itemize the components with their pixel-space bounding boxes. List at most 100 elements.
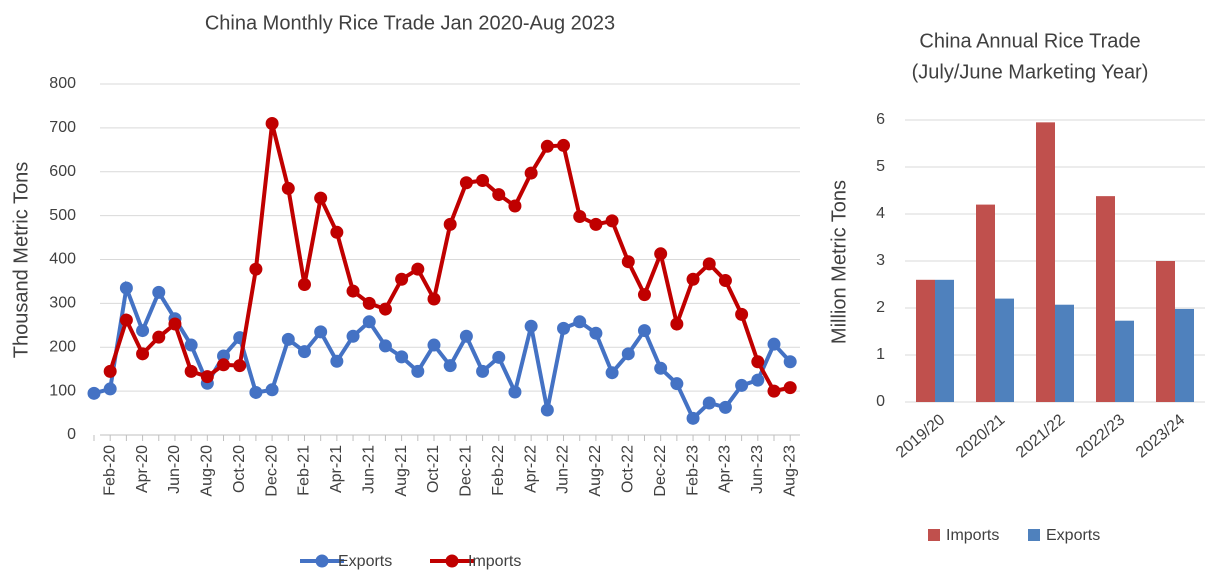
marker: [589, 326, 603, 340]
marker: [200, 370, 214, 384]
marker: [476, 174, 490, 188]
marker: [411, 262, 425, 276]
marker: [87, 386, 101, 400]
bar: [1175, 308, 1194, 402]
marker: [767, 337, 781, 351]
marker: [378, 339, 392, 353]
x-tick-label: Oct-21: [425, 445, 442, 493]
marker: [297, 345, 311, 359]
marker: [297, 278, 311, 292]
marker: [152, 285, 166, 299]
x-tick-label: Aug-23: [781, 445, 798, 497]
marker: [152, 330, 166, 344]
x-tick-label: Feb-21: [296, 445, 313, 496]
y-tick-label: 0: [67, 426, 76, 443]
chart-title: China Annual Rice Trade: [919, 30, 1140, 52]
marker: [443, 359, 457, 373]
y-tick-label: 800: [49, 75, 76, 92]
marker: [103, 382, 117, 396]
marker: [735, 307, 749, 321]
marker: [524, 319, 538, 333]
x-tick-label: Jun-21: [360, 445, 377, 494]
marker: [459, 329, 473, 343]
marker: [492, 188, 506, 202]
marker: [330, 225, 344, 239]
marker: [184, 338, 198, 352]
y-tick-label: 600: [49, 163, 76, 180]
marker: [718, 400, 732, 414]
x-tick-label: Jun-20: [166, 445, 183, 494]
y-tick-label: 700: [49, 119, 76, 136]
marker: [233, 359, 247, 373]
legend-label: Exports: [338, 553, 392, 570]
marker: [459, 176, 473, 190]
chart-subtitle: (July/June Marketing Year): [912, 61, 1149, 83]
y-tick-label: 3: [876, 252, 885, 269]
x-tick-label: Aug-20: [199, 445, 216, 497]
marker: [492, 350, 506, 364]
x-tick-label: 2019/20: [893, 411, 948, 461]
marker: [621, 255, 635, 269]
y-tick-label: 400: [49, 251, 76, 268]
marker: [557, 321, 571, 335]
marker: [265, 116, 279, 130]
bar: [976, 204, 995, 402]
marker: [330, 354, 344, 368]
legend-label: Imports: [946, 527, 999, 544]
marker: [557, 138, 571, 152]
y-axis-label: Million Metric Tons: [828, 180, 850, 344]
marker: [362, 315, 376, 329]
marker: [427, 292, 441, 306]
marker: [281, 181, 295, 195]
marker: [573, 315, 587, 329]
x-tick-label: Apr-22: [522, 445, 539, 493]
bar: [1156, 261, 1175, 402]
marker: [589, 217, 603, 231]
marker: [670, 377, 684, 391]
marker: [783, 355, 797, 369]
marker: [702, 257, 716, 271]
marker: [702, 396, 716, 410]
x-tick-label: Feb-22: [490, 445, 507, 496]
legend-label: Imports: [468, 553, 521, 570]
marker: [670, 317, 684, 331]
marker: [249, 385, 263, 399]
marker: [103, 364, 117, 378]
marker: [540, 139, 554, 153]
marker: [265, 383, 279, 397]
marker: [443, 217, 457, 231]
marker: [346, 284, 360, 298]
marker: [718, 274, 732, 288]
marker: [654, 247, 668, 261]
marker: [605, 214, 619, 228]
x-tick-label: Feb-20: [101, 445, 118, 496]
legend-swatch: [1028, 529, 1040, 541]
marker: [168, 317, 182, 331]
marker: [184, 364, 198, 378]
marker: [314, 191, 328, 205]
marker: [362, 296, 376, 310]
x-tick-label: Jun-22: [555, 445, 572, 494]
x-tick-label: Aug-21: [393, 445, 410, 497]
y-tick-label: 4: [876, 205, 885, 222]
y-tick-label: 0: [876, 393, 885, 410]
marker: [136, 324, 150, 338]
marker: [637, 288, 651, 302]
marker: [735, 378, 749, 392]
bar: [1055, 304, 1074, 402]
marker: [686, 272, 700, 286]
x-tick-label: Feb-23: [684, 445, 701, 496]
x-tick-label: Oct-22: [620, 445, 637, 493]
y-tick-label: 6: [876, 111, 885, 128]
marker: [540, 403, 554, 417]
x-tick-label: Oct-20: [231, 445, 248, 493]
y-tick-label: 1: [876, 346, 885, 363]
marker: [605, 366, 619, 380]
line: [93, 280, 792, 422]
marker: [508, 199, 522, 213]
legend-marker: [445, 554, 459, 568]
x-tick-label: Dec-20: [263, 445, 280, 497]
marker: [249, 262, 263, 276]
marker: [427, 338, 441, 352]
